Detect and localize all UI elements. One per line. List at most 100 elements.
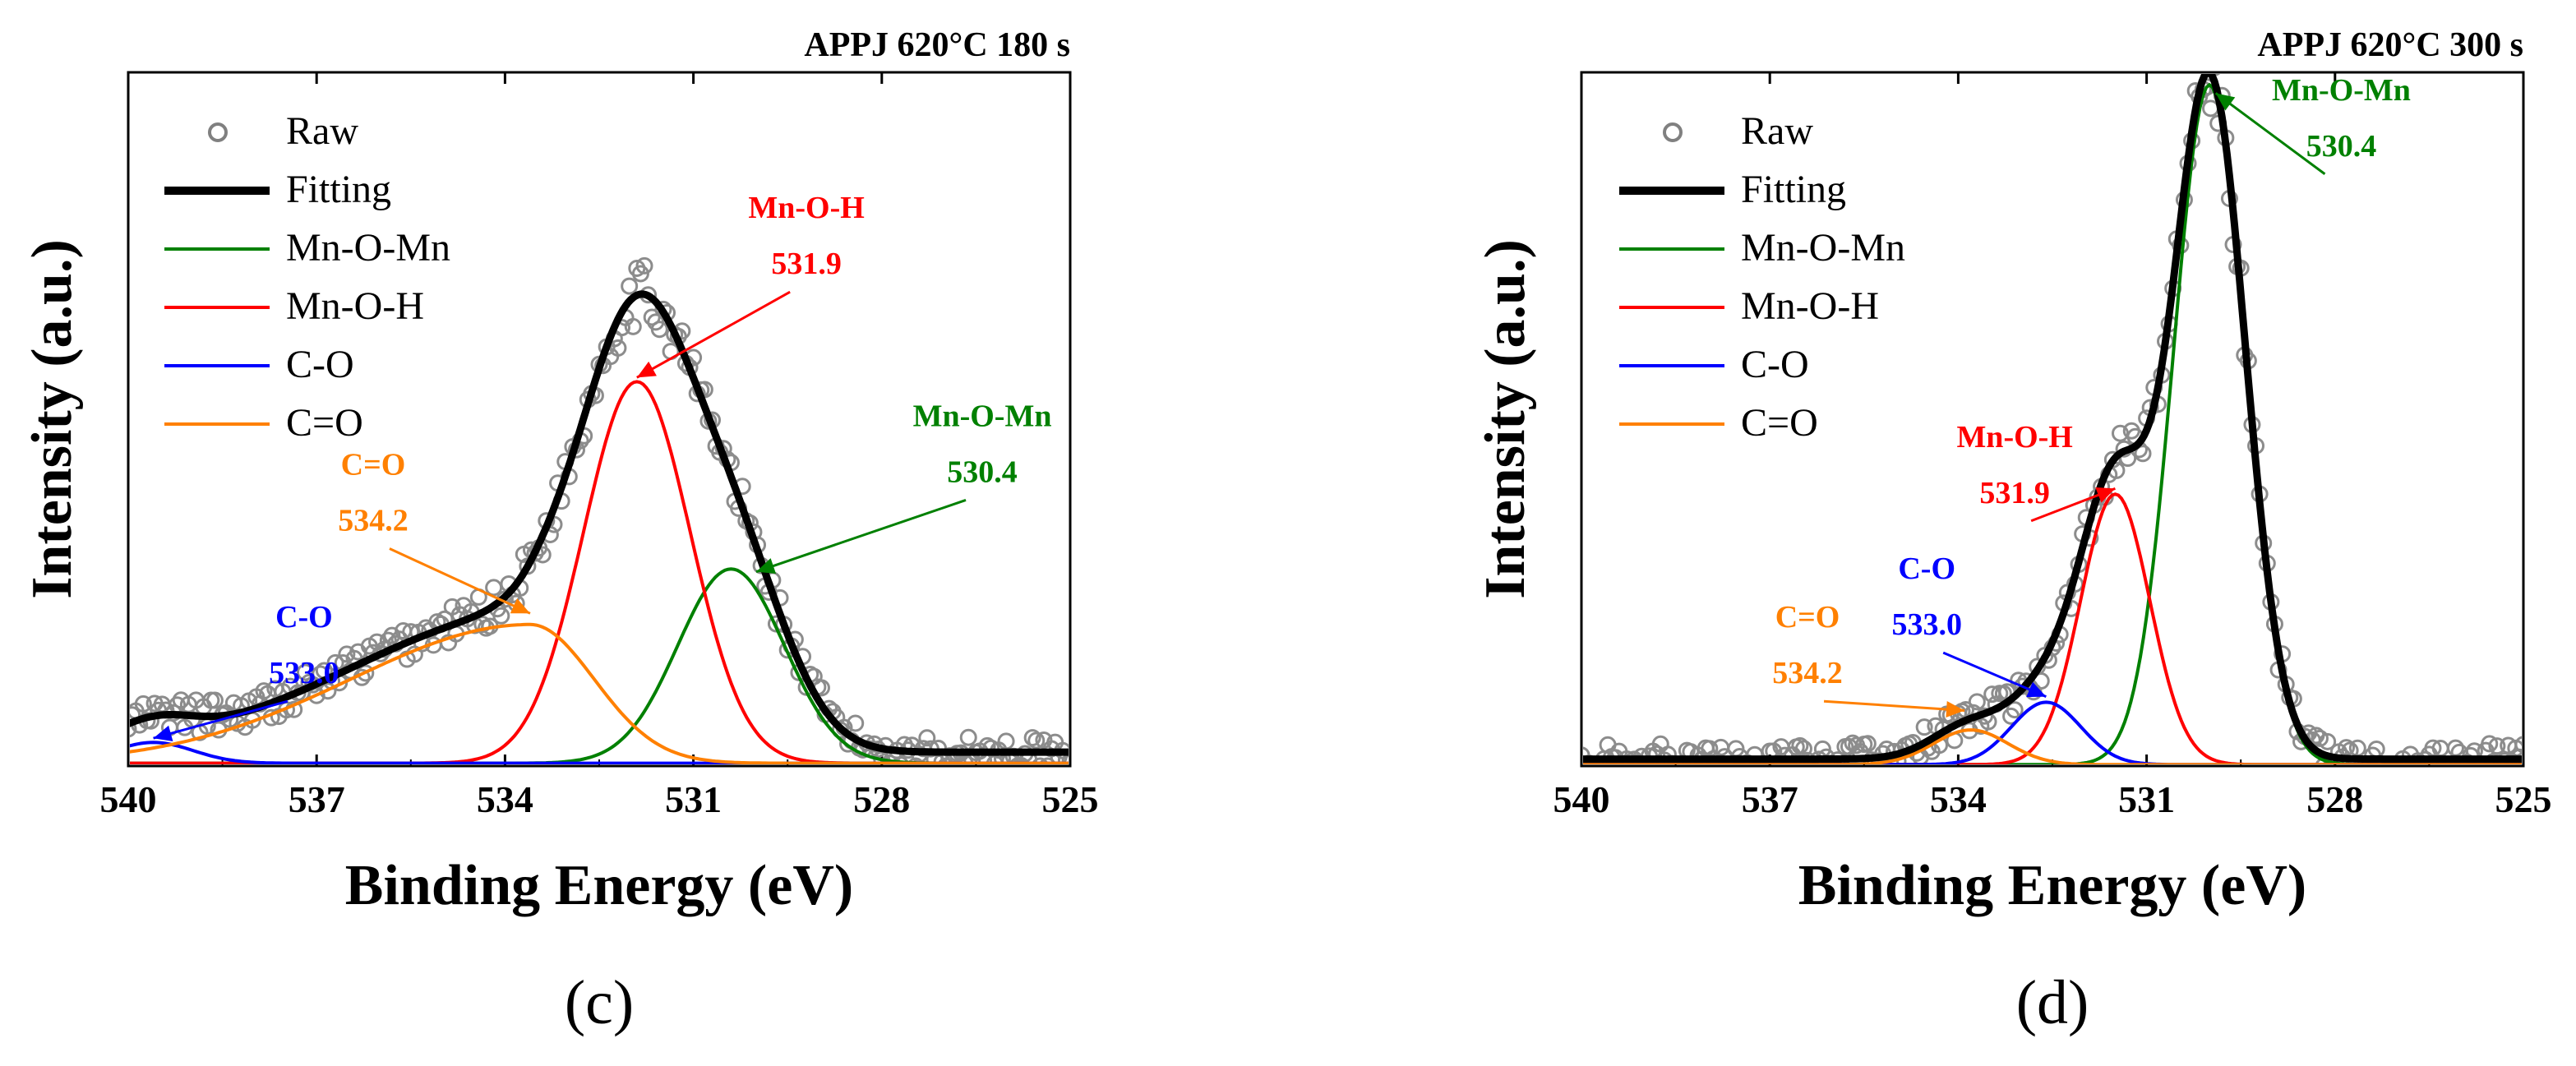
raw-point xyxy=(1858,735,1877,753)
raw-point xyxy=(473,616,492,634)
raw-point xyxy=(2481,735,2499,753)
raw-point xyxy=(2006,701,2024,719)
fitting-curve xyxy=(1583,74,2522,764)
annotation-mn-o-mn: Mn-O-Mn 530.4 xyxy=(2214,73,2411,175)
legend-label: Raw xyxy=(286,109,358,153)
raw-point xyxy=(1023,729,1041,747)
legend-label: Mn-O-Mn xyxy=(286,226,450,270)
legend-label: Fitting xyxy=(1741,168,1846,211)
x-axis-label: Binding Energy (eV) xyxy=(1798,854,2306,917)
annotation-name: C=O xyxy=(1775,600,1840,635)
annotation-arrow xyxy=(2214,92,2326,175)
raw-point xyxy=(307,686,325,704)
raw-point xyxy=(621,277,639,295)
annotation-c-o: C-O 533.0 xyxy=(153,600,339,742)
x-axis-label: Binding Energy (eV) xyxy=(345,854,853,917)
annotation-name: C-O xyxy=(1898,551,1955,586)
annotation-value: 531.9 xyxy=(771,247,842,281)
legend-marker xyxy=(208,122,228,142)
raw-point xyxy=(918,729,936,747)
x-tick-label: 540 xyxy=(1553,778,1610,820)
raw-point xyxy=(485,579,503,597)
raw-point xyxy=(134,695,152,713)
legend-label: Mn-O-Mn xyxy=(1741,226,1905,270)
annotation-value: 534.2 xyxy=(338,504,409,538)
raw-point xyxy=(2514,736,2522,754)
annotation-arrowhead xyxy=(2026,681,2047,698)
raw-point xyxy=(492,607,510,625)
annotation-arrow xyxy=(755,499,967,574)
raw-point xyxy=(2424,739,2442,757)
raw-point xyxy=(2319,732,2337,750)
raw-point xyxy=(892,756,910,764)
raw-point xyxy=(1061,753,1069,764)
plot-area xyxy=(1583,74,2522,764)
raw-point xyxy=(907,757,925,764)
annotation-arrowhead xyxy=(153,725,173,742)
raw-point xyxy=(2134,445,2152,463)
x-tick-label: 537 xyxy=(289,778,345,820)
annotation-ceqo: C=O 534.2 xyxy=(1772,600,1965,718)
legend-marker xyxy=(1663,122,1683,142)
x-tick-label: 534 xyxy=(477,778,533,820)
legend-label: C-O xyxy=(286,343,354,386)
x-tick-label: 534 xyxy=(1930,778,1987,820)
x-tick-label: 537 xyxy=(1742,778,1798,820)
component-curve-ceqo xyxy=(130,622,1069,764)
raw-point xyxy=(1039,757,1056,764)
annotation-arrow xyxy=(636,290,791,379)
annotation-arrow xyxy=(389,547,531,615)
legend: Raw Fitting Mn-O-Mn Mn-O-H C-O C=O xyxy=(1619,109,1905,445)
annotation-arrowhead xyxy=(2215,93,2236,111)
x-tick-label: 531 xyxy=(665,778,722,820)
legend-label: Fitting xyxy=(286,168,391,211)
annotation-value: 534.2 xyxy=(1772,656,1843,690)
annotation-arrowhead xyxy=(510,598,530,614)
x-tick-label: 531 xyxy=(2118,778,2175,820)
chart-panel-d: APPJ 620°C 300 s 540 537 534 531 528 525 Bindin… xyxy=(1474,26,2552,1037)
plot-area xyxy=(130,256,1069,764)
annotation-value: 530.4 xyxy=(947,455,1018,489)
raw-point xyxy=(635,256,653,275)
annotation-c-o: C-O 533.0 xyxy=(1891,551,2047,698)
raw-point xyxy=(631,265,649,283)
annotation-value: 533.0 xyxy=(1891,607,1962,642)
raw-point xyxy=(2446,739,2464,757)
annotation-arrowhead xyxy=(636,361,657,378)
annotation-ceqo: C=O 534.2 xyxy=(338,448,531,615)
raw-point xyxy=(205,691,224,709)
raw-point xyxy=(1915,718,1933,736)
panel-label: (d) xyxy=(2016,968,2089,1037)
annotation-name: Mn-O-H xyxy=(748,191,864,225)
annotation-arrowhead xyxy=(1946,701,1965,718)
x-tick-label: 525 xyxy=(1042,778,1099,820)
raw-point xyxy=(255,682,273,700)
raw-point xyxy=(319,682,337,700)
annotation-arrow xyxy=(1823,699,1965,712)
legend-label: Mn-O-H xyxy=(286,284,424,328)
annotation-mn-o-h: Mn-O-H 531.9 xyxy=(1956,420,2116,523)
legend-label: C=O xyxy=(1741,401,1818,445)
annotation-mn-o-h: Mn-O-H 531.9 xyxy=(636,191,865,379)
annotation-name: C-O xyxy=(275,600,333,635)
panel-label: (c) xyxy=(565,968,634,1037)
legend-label: Mn-O-H xyxy=(1741,284,1879,328)
raw-point xyxy=(847,714,865,732)
y-axis-label: Intensity (a.u.) xyxy=(1474,239,1537,599)
raw-point xyxy=(1027,731,1046,750)
raw-point xyxy=(2488,737,2506,755)
raw-point xyxy=(624,317,642,335)
legend-label: C-O xyxy=(1741,343,1809,386)
annotation-name: C=O xyxy=(341,448,406,482)
annotation-value: 533.0 xyxy=(269,656,339,690)
x-tick-label: 540 xyxy=(100,778,157,820)
raw-point xyxy=(357,664,375,682)
fitting-curve xyxy=(130,290,1069,756)
raw-point xyxy=(609,339,627,357)
raw-data-series xyxy=(1583,74,2522,764)
component-curve-ceqo xyxy=(1583,728,2522,764)
raw-point xyxy=(1968,693,1986,711)
raw-point xyxy=(1791,736,1809,755)
chart-title: APPJ 620°C 180 s xyxy=(804,26,1070,64)
